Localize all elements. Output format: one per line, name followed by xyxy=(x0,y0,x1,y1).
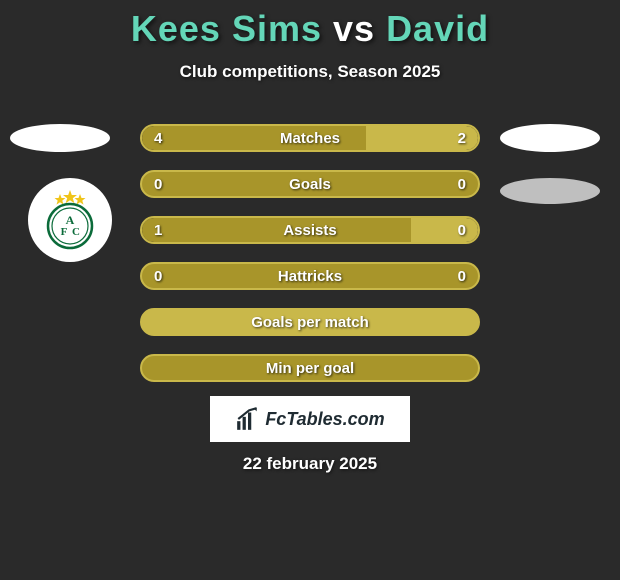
club-badge: A F C xyxy=(28,178,112,262)
stat-value-left: 1 xyxy=(154,218,162,242)
stat-label: Hattricks xyxy=(142,264,478,288)
stat-value-left: 0 xyxy=(154,264,162,288)
player2-avatar xyxy=(500,124,600,152)
stat-value-left: 0 xyxy=(154,172,162,196)
player2-name: David xyxy=(386,8,489,49)
stat-value-right: 0 xyxy=(458,264,466,288)
svg-text:F: F xyxy=(61,226,68,238)
stat-row-matches: Matches4 2 xyxy=(140,124,480,152)
stat-row-hattricks: Hattricks0 0 xyxy=(140,262,480,290)
subtitle: Club competitions, Season 2025 xyxy=(0,62,620,82)
stat-label: Min per goal xyxy=(142,356,478,380)
fctables-banner: FcTables.com xyxy=(210,396,410,442)
stat-label: Goals per match xyxy=(142,310,478,334)
stats-container: Matches42Goals00Assists10Hattricks00Goal… xyxy=(140,124,480,400)
footer-date: 22 february 2025 xyxy=(0,454,620,474)
stat-label: Matches xyxy=(142,126,478,150)
stat-row-goals: Goals0 0 xyxy=(140,170,480,198)
player1-avatar xyxy=(10,124,110,152)
stat-row-assists: Assists1 0 xyxy=(140,216,480,244)
player1-name: Kees Sims xyxy=(131,8,322,49)
stat-value-right: 0 xyxy=(458,172,466,196)
stat-value-left: 4 xyxy=(154,126,162,150)
stat-value-right: 0 xyxy=(458,218,466,242)
stat-label: Assists xyxy=(142,218,478,242)
svg-text:A: A xyxy=(66,213,75,227)
stat-row-goals-per-match: Goals per match xyxy=(140,308,480,336)
club-badge-icon: A F C xyxy=(38,188,102,252)
stat-value-right: 2 xyxy=(458,126,466,150)
svg-text:C: C xyxy=(72,226,80,238)
page-title: Kees Sims vs David xyxy=(0,0,620,50)
stat-label: Goals xyxy=(142,172,478,196)
fctables-logo-icon xyxy=(235,406,261,432)
fctables-text: FcTables.com xyxy=(265,409,384,430)
vs-text: vs xyxy=(333,8,375,49)
stat-row-min-per-goal: Min per goal xyxy=(140,354,480,382)
player2-avatar-shadow xyxy=(500,178,600,204)
